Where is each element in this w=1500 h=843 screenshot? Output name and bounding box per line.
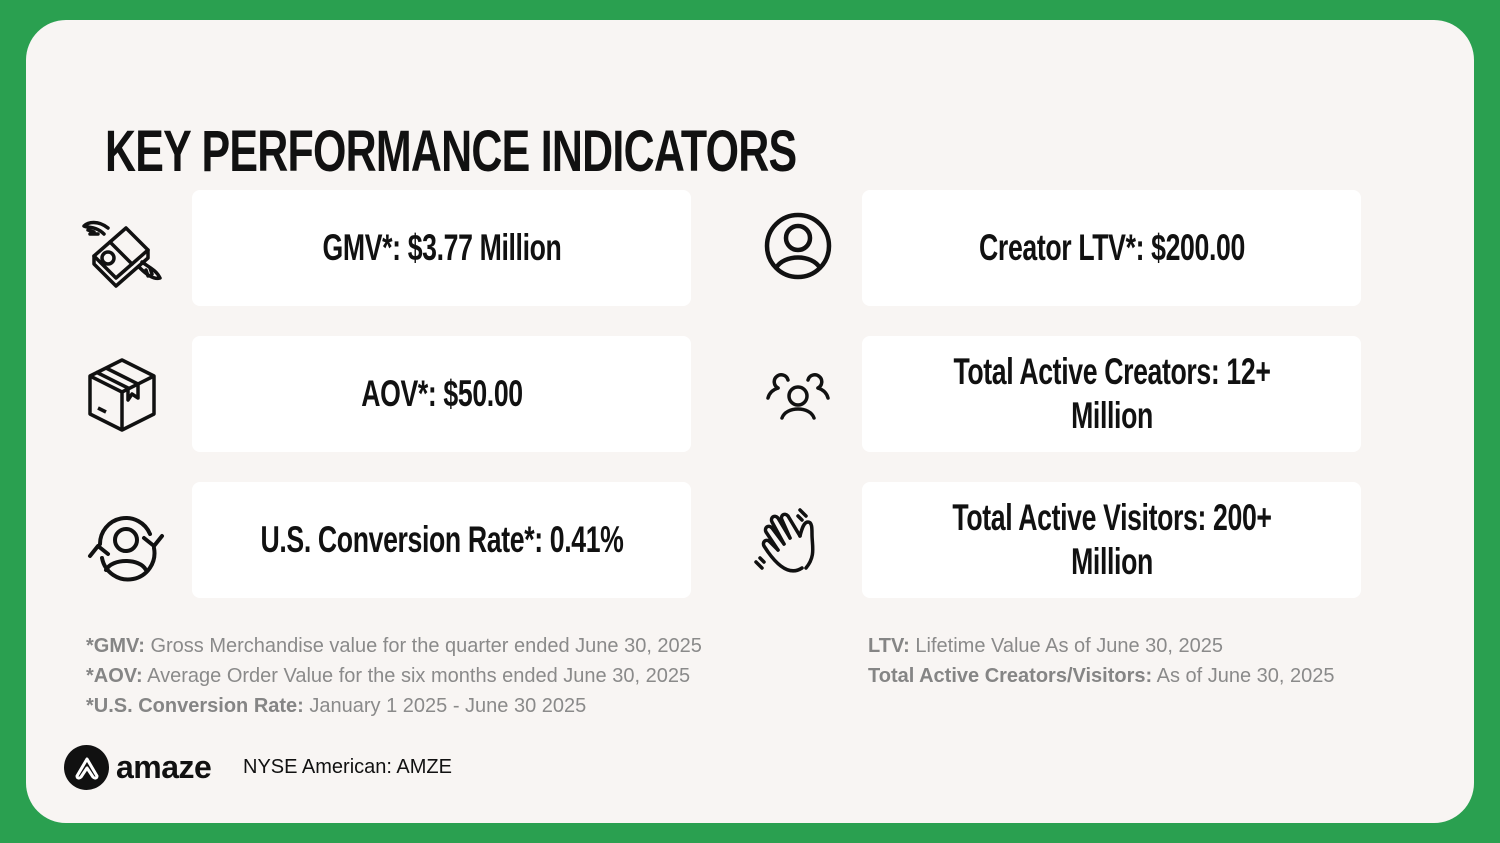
kpi-active-creators: Total Active Creators: 12+ Million — [862, 336, 1361, 452]
kpi-label: Creator LTV*: $200.00 — [978, 227, 1245, 268]
footnote-gmv: *GMV: Gross Merchandise value for the qu… — [86, 635, 702, 657]
kpi-creator-ltv: Creator LTV*: $200.00 — [862, 190, 1361, 306]
stock-ticker: NYSE American: AMZE — [243, 756, 452, 778]
amaze-wordmark: amaze — [116, 749, 212, 785]
kpi-active-visitors: Total Active Visitors: 200+ Million — [862, 482, 1361, 598]
kpi-conversion-rate: U.S. Conversion Rate*: 0.41% — [192, 482, 691, 598]
user-circle-icon — [760, 208, 836, 284]
user-refresh-icon — [84, 504, 168, 588]
kpi-label: AOV*: $50.00 — [360, 373, 523, 414]
package-box-icon — [80, 352, 164, 436]
kpi-aov: AOV*: $50.00 — [192, 336, 691, 452]
users-group-icon — [764, 368, 832, 426]
footnotes-left: *GMV: Gross Merchandise value for the qu… — [86, 631, 702, 721]
amaze-logo: amaze — [64, 745, 212, 790]
kpi-label: U.S. Conversion Rate*: 0.41% — [259, 519, 623, 560]
kpi-label: Total Active Visitors: 200+ Million — [951, 497, 1272, 582]
footnote-ltv: LTV: Lifetime Value As of June 30, 2025 — [868, 635, 1224, 657]
kpi-label: GMV*: $3.77 Million — [322, 227, 561, 268]
kpi-label: Total Active Creators: 12+ Million — [952, 351, 1271, 436]
page-title: KEY PERFORMANCE INDICATORS — [105, 119, 797, 184]
footnote-active: Total Active Creators/Visitors: As of Ju… — [868, 665, 1335, 687]
amaze-logo-mark-icon — [64, 745, 109, 790]
kpi-gmv: GMV*: $3.77 Million — [192, 190, 691, 306]
footnotes-right: LTV: Lifetime Value As of June 30, 2025 … — [868, 631, 1335, 691]
flying-money-icon — [80, 206, 164, 290]
footnote-aov: *AOV: Average Order Value for the six mo… — [86, 665, 691, 687]
waving-hand-icon — [754, 506, 830, 578]
footnote-conversion: *U.S. Conversion Rate: January 1 2025 - … — [86, 695, 587, 717]
